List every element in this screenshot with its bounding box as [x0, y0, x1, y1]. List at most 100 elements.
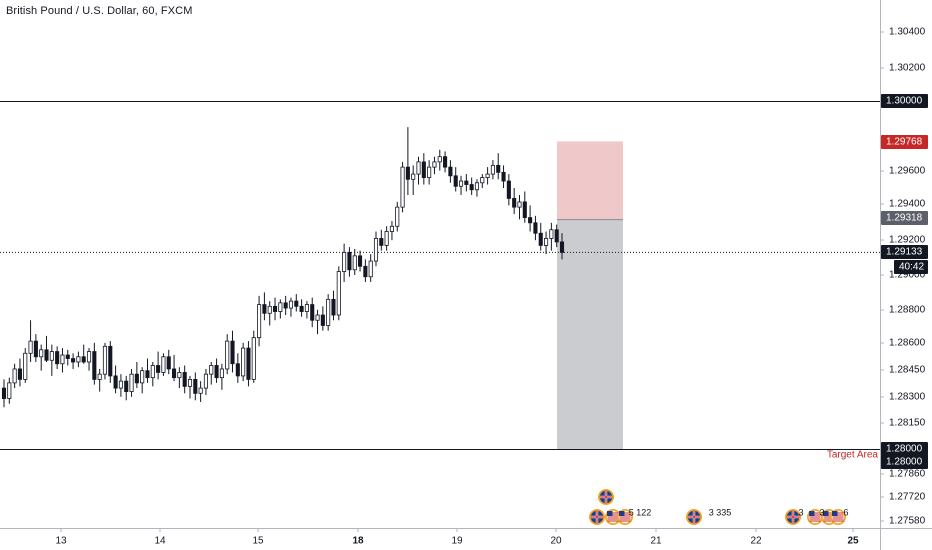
candle-down: [283, 302, 288, 309]
candle-down: [496, 164, 501, 173]
candle-down: [262, 304, 267, 314]
candle-up: [7, 382, 12, 399]
candle-up: [219, 368, 224, 379]
price-tag[interactable]: [881, 94, 928, 108]
candle-up: [39, 349, 44, 358]
candle-down: [214, 365, 219, 379]
candle-down: [538, 232, 543, 246]
candle-down: [145, 370, 150, 379]
candle-up: [288, 300, 294, 309]
price-tag-label: 1.29133: [886, 247, 923, 258]
candle-down: [65, 354, 70, 359]
candle-down: [453, 175, 458, 187]
candle-up: [549, 229, 554, 239]
candle-up: [485, 173, 490, 178]
price-tick-label: 1.29200: [889, 235, 926, 246]
candle-up: [336, 271, 341, 316]
price-tag[interactable]: [881, 211, 928, 225]
candle-up: [474, 182, 480, 191]
countdown-label: 40:42: [899, 262, 924, 273]
price-tag-label: 1.28000: [886, 444, 923, 455]
candle-down: [33, 340, 38, 358]
candle-up: [267, 305, 272, 314]
candle-up: [395, 206, 400, 227]
candle-down: [294, 300, 299, 307]
countdown-tag: [894, 260, 928, 274]
candle-down: [512, 198, 517, 208]
us-flag-canton: [823, 511, 829, 516]
take-profit-zone[interactable]: [557, 219, 623, 449]
time-tick-label: 25: [847, 536, 859, 547]
candle-down: [469, 184, 474, 191]
candle-up: [411, 173, 416, 180]
candle-up: [373, 238, 379, 262]
candle-down: [272, 305, 278, 312]
candle-down: [358, 255, 363, 267]
candle-up: [257, 304, 262, 339]
candle-down: [71, 358, 76, 363]
candle-up: [278, 302, 283, 312]
candle-down: [55, 351, 60, 365]
time-tick-label: 13: [55, 536, 67, 547]
time-tick-label: 21: [650, 536, 662, 547]
stop-loss-zone[interactable]: [557, 141, 623, 220]
candle-up: [544, 238, 549, 246]
candle-up: [97, 373, 102, 380]
time-tick-label: 19: [451, 536, 463, 547]
event-count-label: 3: [819, 507, 824, 517]
time-tick-label: 18: [352, 536, 364, 547]
candle-up: [187, 378, 193, 387]
candle-down: [230, 340, 235, 365]
price-tag-label: 1.28000: [886, 457, 923, 468]
candle-down: [443, 156, 448, 168]
price-tag[interactable]: [881, 245, 928, 259]
candle-down: [134, 373, 139, 384]
candle-down: [506, 180, 511, 199]
candle-up: [12, 368, 17, 384]
candle-up: [326, 298, 331, 326]
candle-down: [522, 201, 527, 218]
symbol-title: British Pound / U.S. Dollar, 60, FXCM: [6, 5, 193, 17]
price-tick-label: 1.30400: [889, 27, 926, 38]
event-count-label: 5 122: [629, 507, 652, 517]
candle-up: [384, 231, 389, 246]
price-tag[interactable]: [881, 442, 928, 456]
candle-up: [86, 351, 92, 363]
candle-down: [554, 229, 559, 243]
event-count-label: 6: [843, 507, 848, 517]
candle-down: [113, 375, 118, 389]
time-tick-label: 20: [550, 536, 562, 547]
price-tick-label: 1.27580: [889, 516, 926, 527]
price-tick-label: 1.29600: [889, 166, 926, 177]
target-area-label: Target Area: [827, 450, 879, 461]
candle-down: [533, 222, 538, 234]
candle-up: [517, 201, 522, 208]
candle-up: [427, 166, 432, 178]
candle-down: [246, 347, 251, 380]
price-tag-label: 1.29768: [886, 137, 923, 148]
candle-up: [28, 340, 33, 354]
price-tag[interactable]: [881, 455, 928, 469]
candle-up: [389, 225, 394, 232]
candle-up: [140, 370, 145, 384]
candle-up: [161, 356, 166, 373]
candle-down: [421, 161, 426, 178]
price-tick-label: 1.29000: [889, 270, 926, 281]
candle-down: [44, 349, 49, 361]
candle-down: [363, 265, 368, 278]
price-tag[interactable]: [881, 135, 928, 149]
price-tick-label: 1.30200: [889, 63, 926, 74]
candle-up: [225, 340, 230, 370]
candle-down: [320, 314, 325, 326]
candle-up: [432, 161, 437, 168]
candle-up: [315, 314, 320, 321]
price-tick-label: 1.28150: [889, 418, 926, 429]
candle-up: [400, 166, 405, 208]
candle-up: [490, 164, 495, 175]
candle-up: [304, 304, 309, 312]
candle-up: [23, 352, 28, 380]
candle-down: [172, 368, 177, 379]
